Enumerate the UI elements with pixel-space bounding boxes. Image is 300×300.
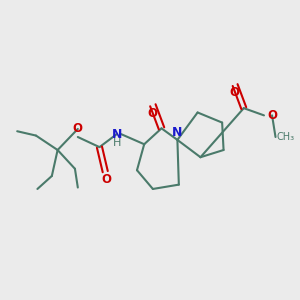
Text: H: H [112, 138, 121, 148]
Text: O: O [73, 122, 83, 135]
Text: N: N [112, 128, 122, 141]
Text: O: O [267, 109, 277, 122]
Text: N: N [172, 126, 183, 139]
Text: O: O [147, 107, 157, 120]
Text: O: O [102, 173, 112, 186]
Text: CH₃: CH₃ [277, 132, 295, 142]
Text: O: O [230, 86, 239, 99]
